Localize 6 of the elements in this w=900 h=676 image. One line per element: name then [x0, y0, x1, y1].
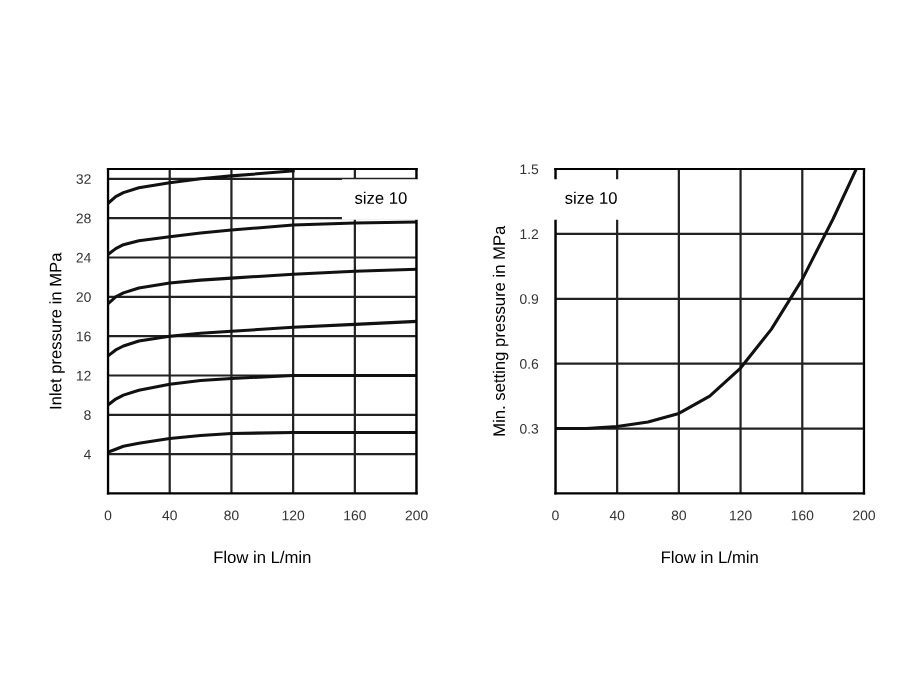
x-axis-title: Flow in L/min — [214, 550, 311, 564]
x-axis-title: Flow in L/min — [662, 550, 758, 564]
annotation: size 10 — [565, 191, 617, 204]
annotation: size 10 — [354, 191, 407, 204]
y-axis-title: Inlet pressure in MPa — [49, 252, 65, 409]
y-axis-title: Min. setting pressure in MPa — [492, 225, 509, 436]
